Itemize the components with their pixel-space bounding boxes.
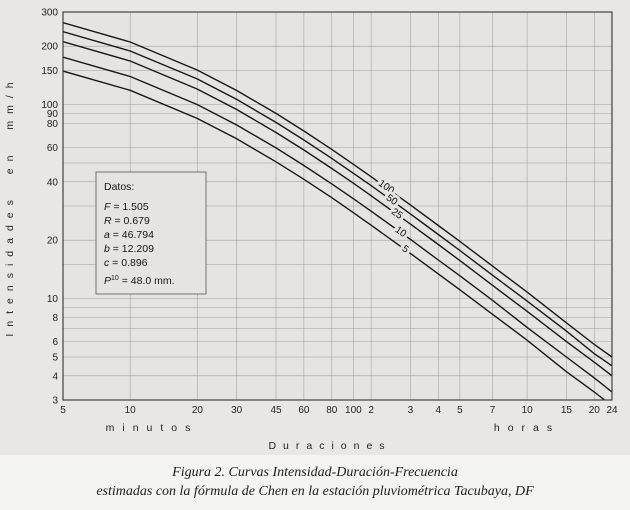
datos-box-border	[95, 171, 207, 295]
x-tick-label: 3	[408, 405, 414, 416]
plot-layer	[62, 11, 613, 401]
y-tick-label: 20	[47, 236, 59, 247]
x-tick-label: 15	[561, 405, 573, 416]
plot-frame	[62, 11, 613, 401]
datos-entries: F = 1.505 R = 0.679 a = 46.794 b = 12.209 c …	[104, 201, 175, 287]
caption-line-2: estimadas con la fórmula de Chen en la e…	[96, 484, 534, 499]
y-tick-label: 150	[41, 66, 58, 77]
x-axis-title: Duraciones	[268, 440, 391, 452]
y-tick-label: 5	[52, 353, 58, 364]
y-tick-label: 200	[41, 42, 58, 53]
x-tick-label: 4	[436, 405, 442, 416]
y-tick-label: 90	[47, 109, 59, 120]
x-tick-label: 80	[326, 405, 338, 416]
y-tick-label: 6	[52, 337, 58, 348]
datos-entry-R: R = 0.679	[104, 215, 150, 227]
x-tick-label: 10	[522, 405, 534, 416]
y-tick-label: 100	[41, 100, 58, 111]
datos-box: Datos: F = 1.505 R = 0.679 a = 46.794 b = 1…	[95, 171, 207, 295]
x-tick-label: 20	[192, 405, 204, 416]
x-tick-label: 30	[231, 405, 243, 416]
x-axis-unit-hours: horas	[494, 422, 560, 434]
idf-curve-100	[63, 22, 612, 358]
idf-curve-10	[63, 56, 612, 393]
x-tick-label: 45	[270, 405, 282, 416]
idf-curve-50	[63, 31, 612, 367]
datos-title: Datos:	[104, 181, 134, 193]
figure-caption: Figura 2. Curvas Intensidad-Duración-Fre…	[0, 455, 630, 510]
x-axis-unit-minutes: minutos	[106, 422, 199, 434]
y-tick-label: 8	[52, 313, 58, 324]
y-tick-label: 80	[47, 119, 59, 130]
y-tick-label: 4	[52, 371, 58, 382]
y-tick-label: 10	[47, 294, 59, 305]
datos-entry-P: P10 = 48.0 mm.	[104, 275, 175, 287]
datos-entry-b: b = 12.209	[104, 243, 154, 255]
y-tick-label: 40	[47, 177, 59, 188]
x-tick-label: 100	[345, 405, 362, 416]
x-tick-label: 2	[368, 405, 374, 416]
idf-curve-5	[63, 70, 606, 400]
x-tick-label: 60	[298, 405, 310, 416]
idf-curve-25	[63, 41, 612, 377]
datos-entry-F: F = 1.505	[104, 201, 149, 213]
x-tick-label: 5	[457, 405, 463, 416]
x-tick-label: 20	[589, 405, 601, 416]
x-tick-label: 24	[606, 405, 618, 416]
idf-chart: Datos: F = 1.505 R = 0.679 a = 46.794 b = 1…	[0, 0, 630, 455]
y-tick-label: 3	[52, 396, 58, 407]
y-axis-title: Intensidades en mm/h	[4, 75, 16, 336]
y-tick-label: 60	[47, 143, 59, 154]
x-tick-label: 10	[125, 405, 137, 416]
y-tick-label: 300	[41, 8, 58, 19]
datos-entry-c: c = 0.896	[104, 257, 148, 269]
datos-entry-a: a = 46.794	[104, 229, 154, 241]
x-tick-label: 7	[490, 405, 496, 416]
caption-line-1: Figura 2. Curvas Intensidad-Duración-Fre…	[172, 465, 458, 480]
x-tick-label: 5	[60, 405, 66, 416]
